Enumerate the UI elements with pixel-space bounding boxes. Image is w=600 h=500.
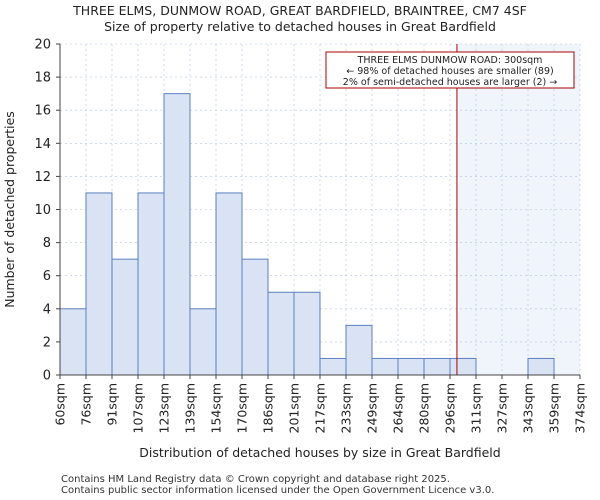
x-tick-label-18: 343sqm [521,383,536,433]
annotation-line-2: 2% of semi-detached houses are larger (2… [343,77,557,88]
y-tick-label-9: 18 [34,71,51,86]
bar-6 [215,192,243,376]
bar-15 [449,357,477,376]
y-tick-label-5: 10 [34,203,51,218]
x-tick-label-8: 186sqm [261,383,276,433]
x-tick-label-19: 359sqm [547,383,562,433]
y-tick-label-10: 20 [34,38,51,53]
bar-8 [267,291,295,376]
y-tick-label-6: 12 [34,170,51,185]
x-tick-label-16: 311sqm [469,383,484,433]
annotation-box [325,51,575,89]
highlight-region [456,44,580,375]
bar-13 [397,357,425,376]
x-tick-label-4: 123sqm [157,383,172,433]
y-tick-label-8: 16 [34,104,51,119]
y-tick-label-2: 4 [43,302,51,317]
bar-3 [137,192,165,376]
x-tick-label-9: 201sqm [287,383,302,433]
bar-0 [59,308,87,376]
y-tick-label-4: 8 [43,236,51,251]
x-tick-label-20: 374sqm [573,383,588,433]
bar-18 [527,357,555,376]
y-axis-label: Number of detached properties [2,111,17,308]
chart-title: THREE ELMS, DUNMOW ROAD, GREAT BARDFIELD… [73,3,527,18]
footer-licence: Contains public sector information licen… [61,485,495,496]
x-tick-label-1: 76sqm [79,383,94,426]
x-tick-label-10: 217sqm [313,383,328,433]
x-tick-label-6: 154sqm [209,383,224,433]
bar-14 [423,357,451,376]
chart-subtitle: Size of property relative to detached ho… [104,19,496,34]
x-axis-label: Distribution of detached houses by size … [139,445,500,460]
y-tick-label-1: 2 [43,335,51,350]
bar-9 [293,291,321,376]
annotation-line-0: THREE ELMS DUNMOW ROAD: 300sqm [357,55,543,66]
annotation-line-1: ← 98% of detached houses are smaller (89… [346,66,553,77]
x-tick-label-2: 91sqm [105,383,120,426]
x-tick-label-0: 60sqm [53,383,68,426]
footer-copyright: Contains HM Land Registry data © Crown c… [61,474,450,485]
x-tick-label-17: 327sqm [495,383,510,433]
x-tick-label-14: 280sqm [417,383,432,433]
x-tick-label-15: 296sqm [443,383,458,433]
x-tick-label-5: 139sqm [183,383,198,433]
bar-5 [189,308,217,376]
x-tick-label-3: 107sqm [131,383,146,433]
bar-12 [371,357,399,376]
bar-7 [241,258,269,376]
x-tick-label-11: 233sqm [339,383,354,433]
x-tick-label-7: 170sqm [235,383,250,433]
bar-4 [163,93,191,376]
y-tick-label-3: 6 [43,269,51,284]
x-tick-label-12: 249sqm [365,383,380,433]
y-tick-label-7: 14 [34,137,51,152]
x-tick-label-13: 264sqm [391,383,406,433]
bar-11 [345,324,373,376]
y-tick-label-0: 0 [43,369,51,384]
bar-10 [319,357,347,376]
bar-2 [111,258,139,376]
bar-1 [85,192,113,376]
